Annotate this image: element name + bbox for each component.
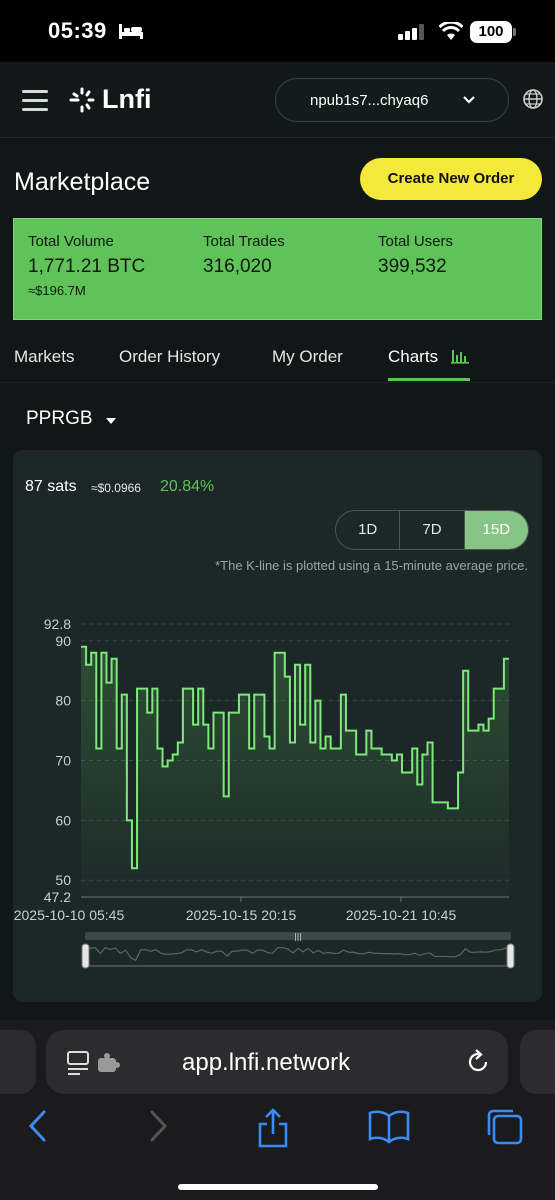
stat-value: 1,771.21 BTC	[28, 256, 146, 277]
navigator-handle-right	[506, 943, 515, 969]
price-sats: 87 sats	[25, 478, 77, 495]
y-tick-label: 70	[55, 753, 71, 769]
browser-toolbar: app.lnfi.network	[0, 1020, 555, 1200]
x-tick-label: 2025-10-10 05:45	[14, 907, 125, 923]
back-icon[interactable]	[26, 1108, 50, 1144]
stat-usd-value: ≈$196.7M	[28, 283, 86, 298]
y-tick-label: 80	[55, 693, 71, 709]
page-menu-icon[interactable]	[66, 1050, 124, 1076]
app-header: Lnfi npub1s7...chyaq6	[0, 62, 555, 138]
tabs-icon[interactable]	[486, 1108, 526, 1146]
tab-charts[interactable]: Charts	[388, 347, 439, 366]
navigator-top-bar	[85, 932, 511, 940]
reload-icon[interactable]	[464, 1048, 492, 1076]
active-tab-indicator	[388, 378, 470, 381]
x-tick-label: 2025-10-21 10:45	[346, 907, 457, 923]
tab-divider	[0, 382, 555, 383]
y-tick-label: 47.2	[44, 889, 71, 905]
wallet-account-button[interactable]: npub1s7...chyaq6	[275, 78, 509, 122]
stat-value: 399,532	[378, 256, 447, 277]
navigator-grip: |||	[294, 932, 302, 941]
wifi-icon	[439, 22, 463, 40]
address-bar[interactable]: app.lnfi.network	[46, 1030, 508, 1094]
status-bar: 05:39 100	[0, 0, 555, 62]
range-15d-button[interactable]: 15D	[464, 511, 528, 549]
share-icon[interactable]	[256, 1108, 290, 1148]
time-range-selector: 1D 7D 15D	[335, 510, 529, 550]
create-new-order-button[interactable]: Create New Order	[360, 158, 542, 200]
lnfi-logo-icon	[69, 87, 95, 112]
chart-card: 87 sats ≈$0.0966 20.84% 1D 7D 15D *The K…	[13, 450, 542, 1002]
tab-order-history[interactable]: Order History	[119, 347, 221, 366]
stat-label: Total Trades	[203, 233, 285, 250]
stat-value: 316,020	[203, 256, 272, 277]
x-tick-label: 2025-10-15 20:15	[186, 907, 297, 923]
home-indicator	[178, 1184, 378, 1190]
next-tab-pill[interactable]	[520, 1030, 555, 1094]
battery-indicator: 100	[470, 21, 512, 43]
tab-markets[interactable]: Markets	[14, 347, 75, 366]
globe-icon[interactable]	[522, 88, 544, 110]
navigator-line	[84, 946, 511, 962]
range-1d-button[interactable]: 1D	[336, 511, 401, 549]
forward-icon[interactable]	[146, 1108, 170, 1144]
url-text: app.lnfi.network	[182, 1049, 351, 1076]
y-tick-label: 60	[55, 812, 71, 828]
wallet-address: npub1s7...chyaq6	[310, 92, 429, 109]
kline-note: *The K-line is plotted using a 15-minute…	[215, 558, 528, 573]
range-7d-button[interactable]: 7D	[400, 511, 465, 549]
logo-text: Lnfi	[102, 84, 152, 114]
price-usd: ≈$0.0966	[91, 481, 141, 495]
navigator-handle-left	[81, 943, 90, 969]
lnfi-logo[interactable]: Lnfi	[68, 84, 151, 115]
stat-label: Total Volume	[28, 233, 114, 250]
stats-panel: Total Volume 1,771.21 BTC ≈$196.7M Total…	[13, 218, 542, 320]
stat-total-volume: Total Volume 1,771.21 BTC ≈$196.7M	[28, 233, 145, 298]
bar-chart-icon	[451, 350, 469, 364]
status-time: 05:39	[48, 18, 107, 43]
series-line	[81, 645, 509, 870]
caret-down-icon[interactable]	[106, 418, 116, 424]
page-title: Marketplace	[14, 168, 151, 196]
pair-selector[interactable]: PPRGB	[26, 408, 93, 429]
tab-my-order[interactable]: My Order	[272, 347, 343, 366]
series-area	[81, 646, 509, 897]
sleep-focus-icon	[119, 24, 143, 39]
stat-label: Total Users	[378, 233, 454, 250]
stat-total-trades: Total Trades 316,020	[203, 233, 285, 278]
menu-icon[interactable]	[22, 90, 48, 112]
y-tick-label: 90	[55, 633, 71, 649]
bookmarks-icon[interactable]	[368, 1108, 410, 1144]
cellular-signal-icon	[398, 24, 424, 40]
battery-tip	[513, 28, 516, 36]
previous-tab-pill[interactable]	[0, 1030, 36, 1094]
y-tick-label: 92.8	[44, 616, 71, 632]
app-content: Lnfi npub1s7...chyaq6 Marketplace Create…	[0, 62, 555, 1020]
tab-bar: Markets Order History My Order Charts	[0, 344, 555, 384]
price-change: 20.84%	[160, 478, 215, 495]
chevron-down-icon	[463, 96, 475, 104]
y-tick-label: 50	[55, 872, 71, 888]
stat-total-users: Total Users 399,532	[378, 233, 453, 278]
